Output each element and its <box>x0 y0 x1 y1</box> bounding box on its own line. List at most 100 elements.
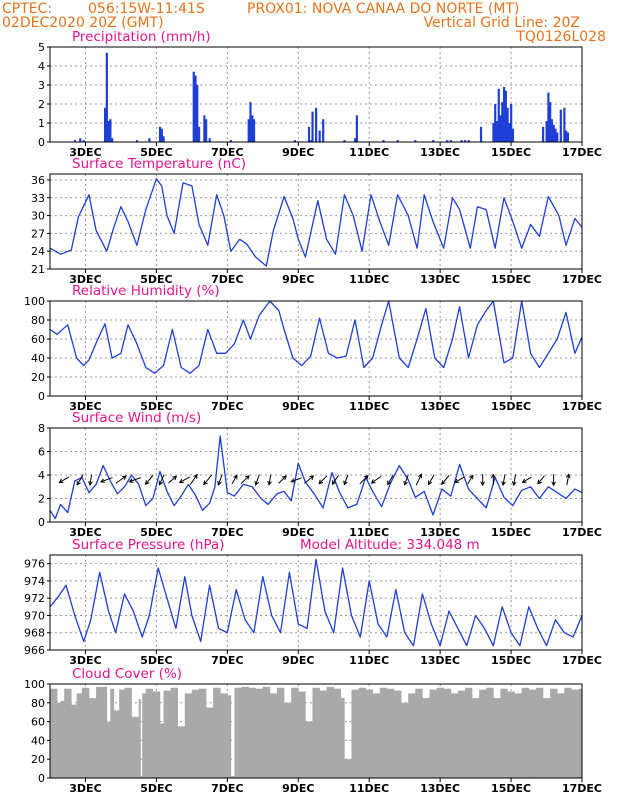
y-tick-label: 2 <box>38 493 45 506</box>
cloud-bar <box>450 693 459 778</box>
x-tick-label: 13DEC <box>420 273 460 286</box>
cloud-bar <box>379 687 388 778</box>
wind-vector-head <box>178 478 184 484</box>
wind-vector-shaft <box>158 474 165 485</box>
x-tick-label: 5DEC <box>140 654 172 667</box>
wind-vector-shaft <box>268 474 272 485</box>
cloud-bar <box>71 704 77 778</box>
wind-vector-head <box>331 480 337 486</box>
wind-vector-head <box>309 475 315 480</box>
cloud-bar <box>436 687 444 778</box>
y-tick-label: 60 <box>31 716 45 729</box>
wind-vector-shaft <box>129 477 141 483</box>
cloud-bar <box>319 690 327 778</box>
x-tick-label: 17DEC <box>562 526 602 539</box>
wind-vector <box>278 475 287 484</box>
precip-bar <box>467 140 470 142</box>
x-tick-label: 11DEC <box>349 273 389 286</box>
cloud-bar <box>138 699 141 778</box>
wind-vector-head <box>233 474 238 480</box>
precip-bar <box>307 126 311 142</box>
wind-vector-shaft <box>415 474 422 486</box>
wind-vector-head <box>453 478 459 483</box>
wind-vector-shaft <box>428 474 435 485</box>
y-tick-label: 976 <box>24 558 45 571</box>
precip-bar <box>252 119 256 142</box>
y-tick-label: 100 <box>24 295 45 308</box>
precip-bar <box>494 104 497 142</box>
precip-bar <box>504 90 507 142</box>
wind-vector <box>88 474 93 486</box>
precip-bar <box>107 121 110 142</box>
cloud-bar <box>110 688 115 778</box>
precip-bar <box>547 92 550 142</box>
precip-bar <box>229 140 233 142</box>
wind-vector-shaft <box>502 474 506 486</box>
cloud-bar <box>262 686 271 778</box>
y-tick-label: 36 <box>31 174 45 187</box>
x-tick-label: 17DEC <box>562 146 602 159</box>
cloud-bar <box>206 707 214 778</box>
precip-bar <box>499 115 502 142</box>
wind-vector-head <box>565 473 571 479</box>
wind-vector-shaft <box>145 474 154 485</box>
x-tick-label: 11DEC <box>349 400 389 413</box>
wind-vector <box>203 474 213 486</box>
cloud-bar <box>564 687 572 778</box>
y-tick-label: 20 <box>31 371 45 384</box>
cloud-bar <box>50 688 58 778</box>
panel-frame <box>49 554 583 651</box>
precip-bar <box>205 119 208 142</box>
wind-vector-shaft <box>255 474 260 486</box>
x-tick-label: 17DEC <box>562 654 602 667</box>
wind-vector <box>441 474 450 485</box>
wind-vector <box>231 474 238 485</box>
header-run: 02DEC2020 20Z (GMT) <box>2 15 164 31</box>
precip-bar <box>322 119 325 142</box>
wind-vector-shaft <box>404 474 409 486</box>
x-tick-label: 5DEC <box>140 782 172 795</box>
precip-bar <box>552 124 555 142</box>
y-tick-label: 968 <box>24 627 45 640</box>
panel-title: Relative Humidity (%) <box>72 283 220 299</box>
x-tick-label: 13DEC <box>420 782 460 795</box>
y-tick-label: 966 <box>24 644 45 657</box>
panel-title: Cloud Cover (%) <box>72 666 182 682</box>
cloud-bar <box>241 686 249 778</box>
cloud-bar <box>340 698 345 778</box>
header-coords: 056:15W-11:41S <box>88 1 205 17</box>
cloud-bar <box>64 688 72 778</box>
cloud-bar <box>298 691 306 778</box>
x-tick-label: 3DEC <box>69 146 101 159</box>
cloud-bar <box>486 687 494 778</box>
cloud-bar <box>408 693 416 778</box>
wind-vector <box>168 475 178 484</box>
x-tick-label: 13DEC <box>420 146 460 159</box>
header-grid-note: Vertical Grid Line: 20Z <box>424 15 580 31</box>
precip-bar <box>196 85 199 142</box>
y-tick-label: 0 <box>38 516 45 529</box>
y-tick-label: 80 <box>31 697 45 710</box>
wind-vector <box>467 474 474 485</box>
precip-bar <box>355 115 358 142</box>
x-tick-label: 15DEC <box>491 526 531 539</box>
wind-vector-head <box>282 475 287 481</box>
panel-wind: 0 2 4 6 8 3DEC 5DEC 7DEC 9DEC 11DEC 13DEC 15DEC 17DE… <box>38 410 602 539</box>
y-tick-label: 30 <box>31 210 45 223</box>
wind-line <box>49 435 583 520</box>
precip-bar <box>315 107 318 142</box>
wind-vector-head <box>370 479 376 484</box>
cloud-bar <box>401 702 409 778</box>
wind-vector-shaft <box>318 475 328 484</box>
wind-vector <box>415 473 423 486</box>
x-tick-label: 7DEC <box>211 146 243 159</box>
x-tick-label: 5DEC <box>140 273 172 286</box>
wind-vector-shaft <box>454 476 465 483</box>
cloud-bar <box>145 688 154 778</box>
header-station: PROX01: NOVA CANAA DO NORTE (MT) <box>247 1 520 17</box>
precip-bar <box>293 140 296 142</box>
cloud-bar <box>514 693 523 778</box>
cloud-bar <box>76 693 83 778</box>
cloud-bar <box>234 687 242 778</box>
x-tick-label: 9DEC <box>282 782 314 795</box>
